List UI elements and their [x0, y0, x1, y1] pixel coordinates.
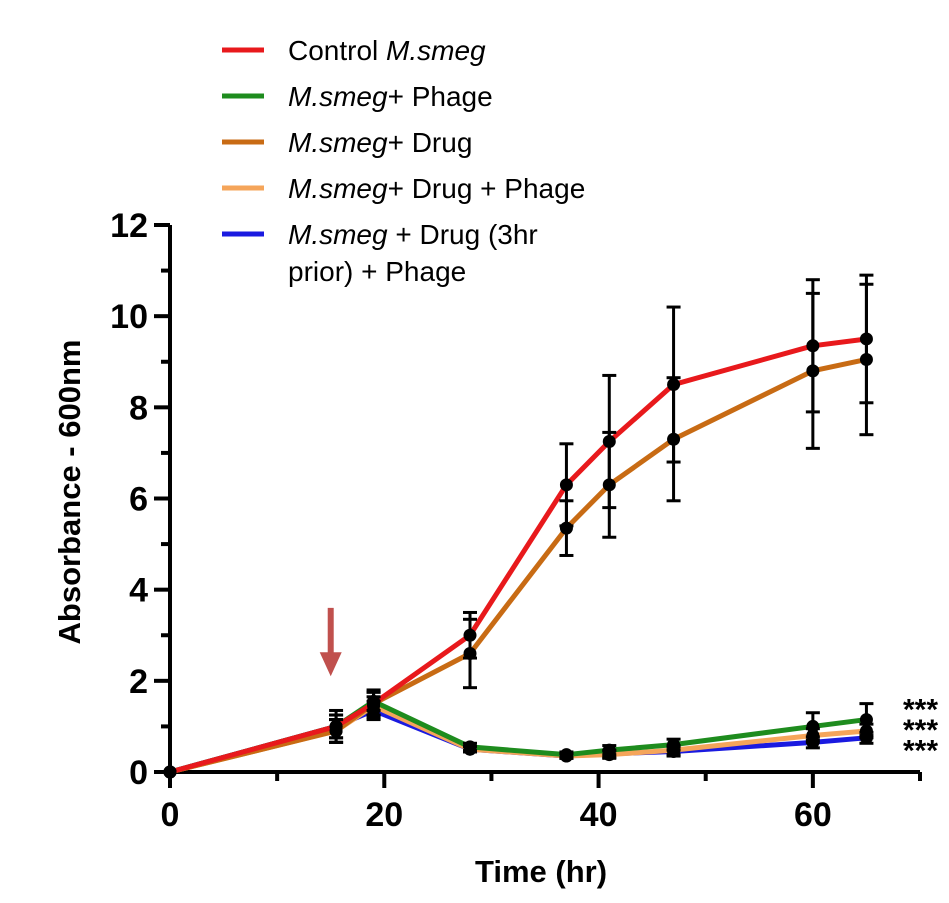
- data-point: [602, 435, 616, 449]
- legend-label: Control M.smeg: [288, 35, 486, 66]
- series-line: [169, 703, 867, 775]
- significance-marker: ***: [903, 694, 938, 727]
- data-point: [559, 748, 573, 762]
- data-point: [602, 743, 616, 757]
- data-point: [859, 713, 873, 727]
- y-tick-label: 10: [110, 298, 148, 336]
- x-tick-label: 0: [161, 796, 180, 834]
- legend: Control M.smeg M.smeg+ Phage M.smeg+ Drug M…: [222, 35, 585, 287]
- series-line: [169, 698, 867, 775]
- data-point: [163, 765, 177, 779]
- legend-label-line2: prior) + Phage: [288, 256, 466, 287]
- y-tick-label: 6: [129, 481, 148, 519]
- data-point: [806, 719, 820, 733]
- data-point: [367, 697, 381, 711]
- data-point: [463, 740, 477, 754]
- x-axis-title: Time (hr): [475, 854, 607, 889]
- legend-label: M.smeg + Drug (3hr: [288, 219, 538, 250]
- y-tick-label: 2: [129, 663, 148, 701]
- data-point: [559, 478, 573, 492]
- significance-marker: ***: [903, 735, 938, 768]
- x-tick-label: 20: [365, 796, 403, 834]
- significance-marker: ***: [903, 714, 938, 747]
- legend-label: M.smeg+ Drug: [288, 127, 472, 158]
- x-tick-label: 40: [580, 796, 618, 834]
- data-point: [667, 738, 681, 752]
- series-layer: [163, 273, 874, 779]
- axes: 0 20 40 60 0 2 4 6 8 10 12: [110, 207, 922, 834]
- x-tick-label: 60: [794, 796, 832, 834]
- arrow-head: [319, 652, 342, 677]
- series-line: [169, 357, 867, 775]
- data-point: [859, 332, 873, 346]
- data-point: [806, 339, 820, 353]
- y-axis-title: Absorbance - 600nm: [52, 340, 87, 645]
- data-point: [463, 628, 477, 642]
- y-tick-label: 4: [129, 572, 148, 610]
- y-tick-label: 0: [129, 754, 148, 792]
- annotation-layer: *********: [319, 607, 938, 768]
- legend-label: M.smeg+ Phage: [288, 81, 493, 112]
- data-point: [667, 378, 681, 392]
- y-tick-label: 8: [129, 389, 148, 427]
- y-tick-label: 12: [110, 207, 148, 245]
- legend-label: M.smeg+ Drug + Phage: [288, 173, 585, 204]
- data-point: [329, 719, 343, 733]
- series-line: [169, 336, 867, 775]
